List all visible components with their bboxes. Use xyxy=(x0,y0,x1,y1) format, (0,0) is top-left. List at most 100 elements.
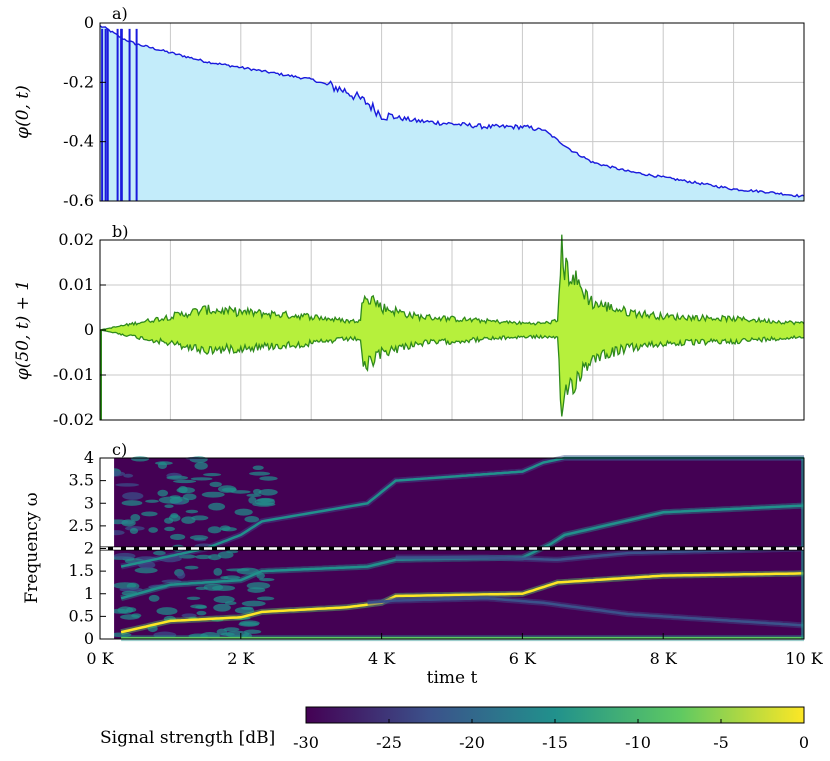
panel-a-ytick-label: -0.6 xyxy=(63,191,94,210)
heatmap-noise-blob xyxy=(156,607,178,616)
heatmap-noise-blob xyxy=(219,525,231,531)
panel-c-xtick-label: 0 K xyxy=(86,649,114,668)
heatmap-noise-blob xyxy=(178,554,197,559)
heatmap-noise-blob xyxy=(170,533,186,541)
colorbar-tick-label: 0 xyxy=(799,733,809,752)
heatmap-noise-blob xyxy=(184,565,199,570)
panel-c-xtick-label: 6 K xyxy=(509,649,537,668)
panel-a-ytick-label: 0 xyxy=(84,13,94,32)
phi0-area xyxy=(100,25,804,201)
heatmap-noise-blob xyxy=(207,526,222,534)
panel-c-ytick-label: 2.5 xyxy=(69,516,94,535)
heatmap-noise-blob xyxy=(244,516,260,523)
panel-b: 0.02 0.01 0 -0.01 -0.02 b) φ(50, t) + 1 xyxy=(13,222,805,429)
panel-a-yticks: 0 -0.2 -0.4 -0.6 xyxy=(63,13,106,210)
heatmap-noise-blob xyxy=(234,606,255,614)
heatmap-noise-blob xyxy=(223,627,240,632)
heatmap-noise-blob xyxy=(122,492,144,500)
heatmap-noise-blob xyxy=(148,527,159,533)
heatmap-noise-blob xyxy=(246,493,262,498)
panel-b-ylabel: φ(50, t) + 1 xyxy=(13,280,33,380)
heatmap-noise-blob xyxy=(185,509,199,514)
panel-c-label: c) xyxy=(112,440,127,459)
panel-c-ytick-label: 1.5 xyxy=(69,561,94,580)
panel-c-ytick-label: 0.5 xyxy=(69,606,94,625)
heatmap-noise-blob xyxy=(161,579,182,584)
panel-b-ytick-label: 0.01 xyxy=(58,275,94,294)
heatmap-noise-blob xyxy=(157,461,168,470)
colorbar-tick-label: -5 xyxy=(713,733,729,752)
panel-c-heatmap xyxy=(100,455,805,642)
heatmap-noise-blob xyxy=(225,630,250,638)
heatmap-noise-blob xyxy=(246,582,271,590)
heatmap-noise-blob xyxy=(181,516,196,524)
heatmap-noise-blob xyxy=(123,473,134,478)
heatmap-noise-blob xyxy=(208,502,226,511)
heatmap-noise-blob xyxy=(176,571,186,579)
colorbar-tick-label: -10 xyxy=(625,733,651,752)
panel-a-frame xyxy=(99,22,805,202)
colorbar-tick-label: -25 xyxy=(376,733,402,752)
heatmap-noise-blob xyxy=(203,583,224,591)
heatmap-noise-blob xyxy=(253,488,262,495)
heatmap-noise-blob xyxy=(178,485,188,494)
heatmap-noise-blob xyxy=(209,481,222,488)
colorbar-ticks: -30 -25 -20 -15 -10 -5 0 xyxy=(293,719,809,752)
panel-c-ytick-label: 4 xyxy=(84,448,94,467)
phi50-envelope-area xyxy=(100,234,804,417)
heatmap-noise-blob xyxy=(119,587,143,592)
heatmap-noise-blob xyxy=(173,479,197,484)
panel-b-label: b) xyxy=(112,222,128,241)
colorbar-tick-label: -15 xyxy=(542,733,568,752)
colorbar-tick-label: -20 xyxy=(459,733,485,752)
heatmap-noise-blob xyxy=(166,475,189,480)
heatmap-noise-blob xyxy=(226,568,250,572)
heatmap-noise-blob xyxy=(256,572,265,579)
heatmap-noise-blob xyxy=(190,477,213,481)
panel-c: 0 0.5 1 1.5 2 2.5 3 3.5 4 0 K 2 K 4 K 6 K 8 K 10 K c)… xyxy=(22,440,824,688)
heatmap-noise-blob xyxy=(153,550,166,556)
heatmap-noise-blob xyxy=(213,603,231,612)
heatmap-noise-blob xyxy=(169,495,181,499)
panel-c-ylabel: Frequency ω xyxy=(22,492,42,603)
heatmap-noise-blob xyxy=(121,500,143,506)
panel-a-label: a) xyxy=(112,4,128,23)
heatmap-noise-blob xyxy=(252,465,264,470)
heatmap-noise-blob xyxy=(141,511,158,517)
panel-c-yticks: 0 0.5 1 1.5 2 2.5 3 3.5 4 xyxy=(69,448,106,648)
heatmap-ridge xyxy=(120,572,804,634)
heatmap-noise-blob xyxy=(182,493,197,501)
heatmap-ridge xyxy=(367,597,805,627)
heatmap-noise-blob xyxy=(259,476,278,481)
heatmap-noise-blob xyxy=(186,596,201,600)
colorbar-tick-label: -30 xyxy=(293,733,319,752)
panel-b-ytick-label: -0.01 xyxy=(53,365,94,384)
heatmap-noise-blob xyxy=(164,504,174,508)
heatmap-noise-blob xyxy=(196,610,207,616)
heatmap-noise-blob xyxy=(243,629,262,634)
heatmap-noise-blob xyxy=(208,554,222,561)
heatmap-noise-blob xyxy=(134,567,158,574)
heatmap-noise-blob xyxy=(129,527,139,535)
heatmap-noise-blob xyxy=(234,508,253,516)
panel-c-ytick-label: 3 xyxy=(84,493,94,512)
panel-c-xtick-label: 4 K xyxy=(368,649,396,668)
heatmap-noise-blob xyxy=(239,620,260,626)
panel-a-ytick-label: -0.4 xyxy=(63,132,94,151)
heatmap-noise-blob xyxy=(217,485,237,493)
panel-a-ytick-label: -0.2 xyxy=(63,72,94,91)
panel-c-xticks: 0 K 2 K 4 K 6 K 8 K 10 K xyxy=(86,633,824,668)
panel-c-xtick-label: 10 K xyxy=(785,649,823,668)
heatmap-noise-blob xyxy=(113,552,136,560)
heatmap-noise-blob xyxy=(223,575,241,580)
panel-b-ytick-label: 0 xyxy=(84,320,94,339)
heatmap-noise-blob xyxy=(256,596,275,601)
heatmap-noise-blob xyxy=(157,489,169,497)
heatmap-noise-blob xyxy=(121,519,136,527)
heatmap-noise-blob xyxy=(203,473,222,477)
panel-a: 0 -0.2 -0.4 -0.6 a) φ(0, t) xyxy=(13,4,805,210)
heatmap-noise-blob xyxy=(181,613,197,618)
heatmap-noise-blob xyxy=(164,526,176,532)
heatmap-noise-blob xyxy=(190,604,207,609)
